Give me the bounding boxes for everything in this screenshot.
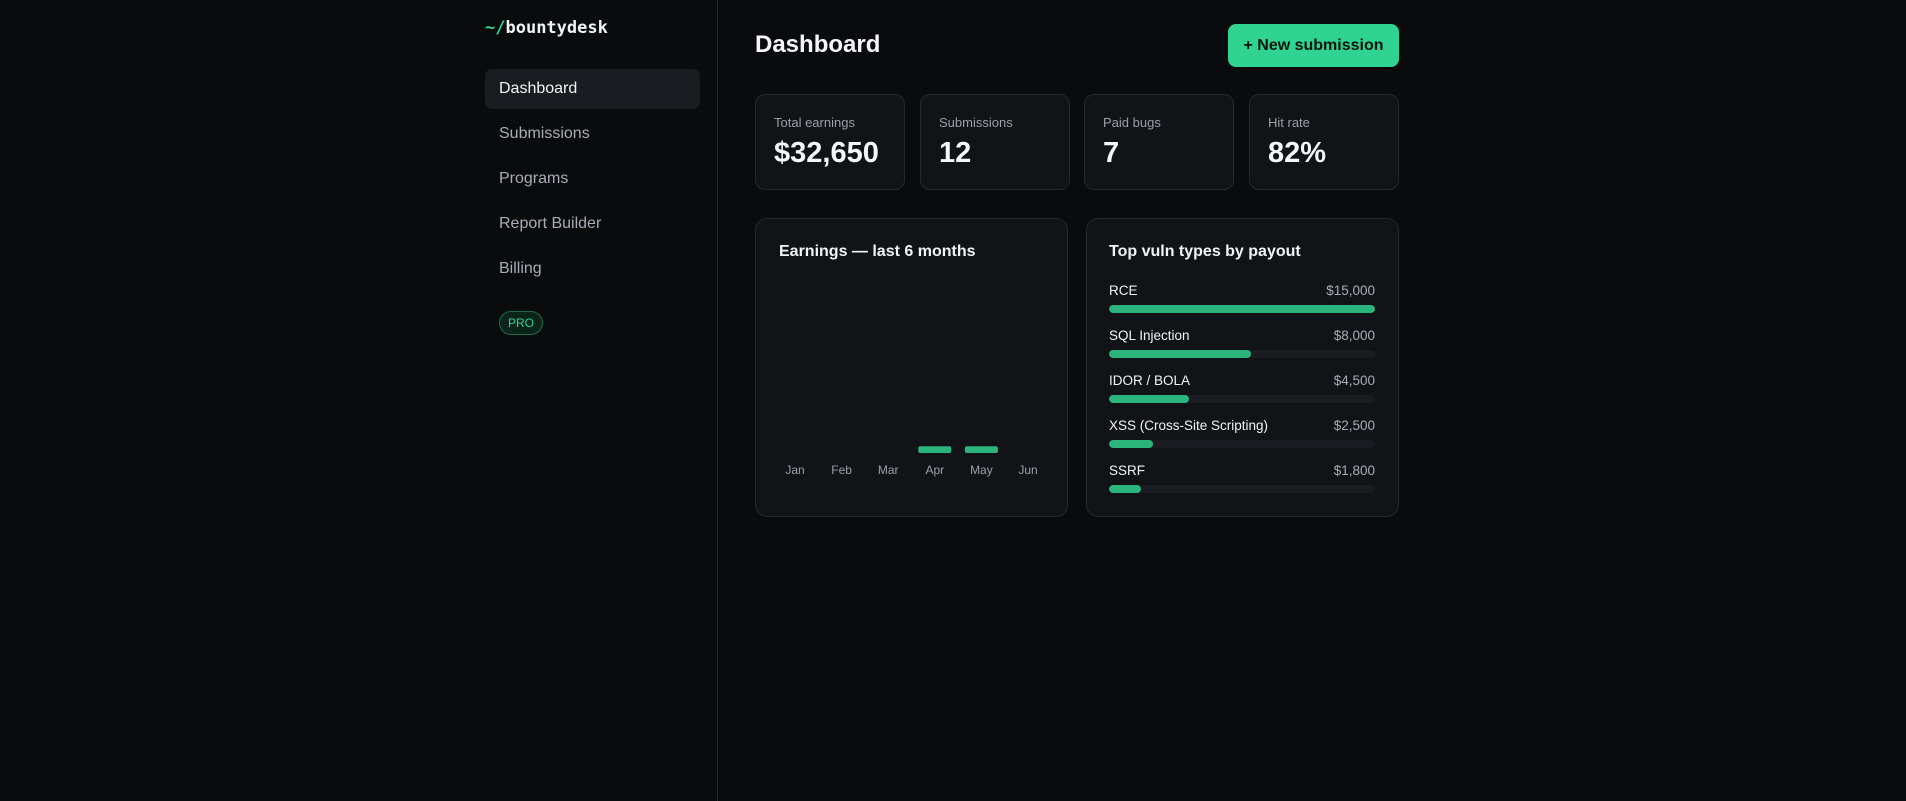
- x-tick-label: Jan: [785, 463, 804, 477]
- new-submission-button[interactable]: + New submission: [1228, 24, 1399, 67]
- sidebar-nav: Dashboard Submissions Programs Report Bu…: [485, 69, 700, 294]
- stat-label: Submissions: [939, 115, 1013, 130]
- vuln-row: IDOR / BOLA $4,500: [1109, 373, 1375, 413]
- vuln-payout-bar: [1109, 395, 1375, 403]
- stat-value: 82%: [1268, 137, 1327, 169]
- vuln-payout-fill: [1109, 350, 1251, 358]
- vuln-amount: $8,000: [1333, 328, 1375, 343]
- top-vuln-title: Top vuln types by payout: [1109, 243, 1301, 260]
- vuln-payout-fill: [1109, 485, 1141, 493]
- sidebar: ~/bountydesk Dashboard Submissions Progr…: [0, 0, 718, 801]
- vuln-payout-fill: [1109, 440, 1154, 448]
- vuln-amount: $15,000: [1326, 283, 1375, 298]
- stat-value: 12: [939, 137, 972, 169]
- earnings-chart: Jan Feb Mar Apr May Jun: [785, 446, 1038, 477]
- stat-label: Paid bugs: [1103, 115, 1161, 130]
- vuln-amount: $1,800: [1333, 463, 1375, 478]
- x-tick-label: Mar: [878, 463, 899, 477]
- stat-value: $32,650: [774, 137, 879, 169]
- stat-label: Hit rate: [1268, 115, 1310, 130]
- sidebar-item-report-builder[interactable]: Report Builder: [499, 215, 602, 232]
- vuln-name: SQL Injection: [1109, 328, 1190, 343]
- x-tick-label: Apr: [925, 463, 944, 477]
- sidebar-item-submissions[interactable]: Submissions: [499, 125, 590, 142]
- stat-card-paid-bugs: Paid bugs 7: [1084, 94, 1234, 190]
- vuln-amount: $4,500: [1333, 373, 1375, 388]
- brand-logo[interactable]: ~/bountydesk: [485, 18, 608, 38]
- vuln-name: RCE: [1109, 283, 1138, 298]
- stat-label: Total earnings: [774, 115, 855, 130]
- x-tick-label: Jun: [1018, 463, 1037, 477]
- page-title: Dashboard: [755, 31, 881, 58]
- vuln-payout-bar: [1109, 305, 1375, 313]
- earnings-chart-title: Earnings — last 6 months: [779, 243, 976, 260]
- chart-bar-may: [964, 446, 998, 453]
- vuln-row: SQL Injection $8,000: [1109, 328, 1375, 368]
- sidebar-item-billing[interactable]: Billing: [499, 260, 542, 277]
- vuln-payout-fill: [1109, 305, 1375, 313]
- x-tick-label: May: [970, 463, 993, 477]
- vuln-row: SSRF $1,800: [1109, 463, 1375, 503]
- chart-bar-apr: [918, 446, 952, 453]
- vuln-payout-fill: [1109, 395, 1189, 403]
- stat-value: 7: [1103, 137, 1120, 169]
- brand-prefix: ~/: [485, 18, 506, 38]
- stat-card-total-earnings: Total earnings $32,650: [755, 94, 905, 190]
- stat-card-hit-rate: Hit rate 82%: [1249, 94, 1399, 190]
- vuln-row: XSS (Cross-Site Scripting) $2,500: [1109, 418, 1375, 458]
- vuln-row: RCE $15,000: [1109, 283, 1375, 323]
- sidebar-item-dashboard[interactable]: Dashboard: [485, 69, 700, 109]
- vuln-amount: $2,500: [1333, 418, 1375, 433]
- vuln-name: SSRF: [1109, 463, 1146, 478]
- vuln-name: XSS (Cross-Site Scripting): [1109, 418, 1269, 433]
- vuln-payout-bar: [1109, 440, 1375, 448]
- pro-badge: PRO: [499, 311, 544, 335]
- vuln-payout-bar: [1109, 350, 1375, 358]
- earnings-chart-card: Earnings — last 6 months Jan Feb Mar Apr May…: [755, 218, 1068, 517]
- sidebar-item-programs[interactable]: Programs: [499, 170, 569, 187]
- x-tick-label: Feb: [831, 463, 852, 477]
- vuln-payout-bar: [1109, 485, 1375, 493]
- brand-name: bountydesk: [505, 18, 608, 38]
- vuln-name: IDOR / BOLA: [1109, 373, 1191, 388]
- stat-card-submissions: Submissions 12: [920, 94, 1070, 190]
- top-vuln-card: Top vuln types by payout RCE $15,000 SQL I…: [1086, 218, 1399, 517]
